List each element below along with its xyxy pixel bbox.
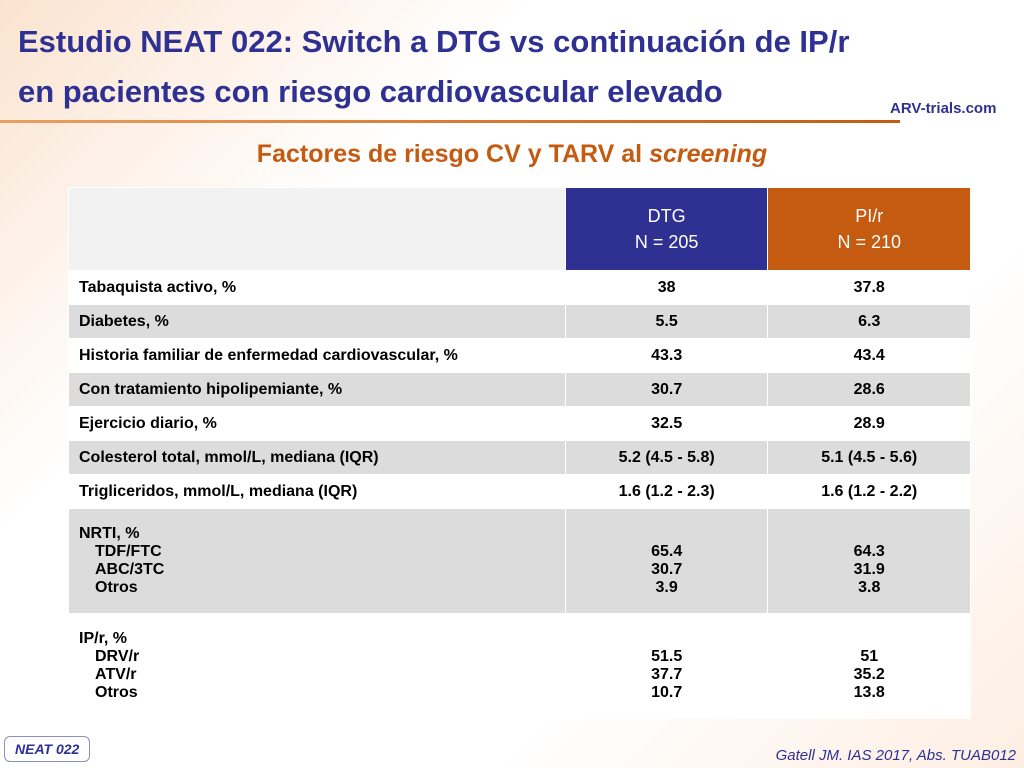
item-value: 10.7 — [651, 684, 683, 701]
item-value: 37.7 — [651, 666, 683, 683]
header-row: DTG N = 205 PI/r N = 210 — [68, 187, 971, 271]
row-label: Diabetes, % — [68, 304, 566, 339]
cell: 51 35.2 13.8 — [767, 613, 971, 719]
spacer — [778, 525, 960, 543]
table-row: Con tratamiento hipolipemiante, % 30.7 28.… — [68, 372, 971, 407]
citation: Gatell JM. IAS 2017, Abs. TUAB012 — [775, 747, 1016, 764]
table-row: Historia familiar de enfermedad cardiova… — [68, 338, 971, 373]
table-row: Ejercicio diario, % 32.5 28.9 — [68, 406, 971, 441]
header-cell — [68, 187, 566, 271]
item-value: 30.7 — [651, 561, 683, 578]
cell: 28.6 — [767, 372, 971, 407]
item-value: 51.5 — [651, 648, 683, 665]
item-label: Otros — [95, 684, 138, 701]
row-label: NRTI, % TDF/FTC ABC/3TC Otros — [68, 508, 566, 614]
item-value: 51 — [860, 648, 879, 665]
badge: NEAT 022 — [4, 736, 91, 762]
subtitle: Factores de riesgo CV y TARV al screenin… — [0, 140, 1024, 169]
cell: 32.5 — [564, 406, 769, 441]
row-label: Tabaquista activo, % — [68, 270, 566, 305]
cell: 43.4 — [767, 338, 971, 373]
cell: 28.9 — [767, 406, 971, 441]
divider — [0, 120, 900, 123]
row-label: Con tratamiento hipolipemiante, % — [68, 372, 566, 407]
column-name: PI/r — [855, 206, 884, 226]
spacer — [576, 525, 758, 543]
item-label: ATV/r — [95, 666, 137, 683]
cell: 5.5 — [564, 304, 769, 339]
table-row: Trigliceridos, mmol/L, mediana (IQR) 1.6 … — [68, 474, 971, 509]
subtitle-text: Factores de riesgo CV y TARV al — [256, 140, 643, 168]
cell: 6.3 — [767, 304, 971, 339]
item-value: 64.3 — [853, 543, 885, 560]
cell: 64.3 31.9 3.8 — [767, 508, 971, 614]
title: Estudio NEAT 022: Switch a DTG vs contin… — [18, 24, 850, 59]
cell: 30.7 — [564, 372, 769, 407]
cell: 43.3 — [564, 338, 769, 373]
cell: 5.1 (4.5 - 5.6) — [767, 440, 971, 475]
spacer — [778, 630, 960, 648]
table-row: IP/r, % DRV/r ATV/r Otros 51.5 37.7 10.7 51 35… — [68, 613, 971, 719]
item-value: 31.9 — [853, 561, 885, 578]
cell: 1.6 (1.2 - 2.2) — [767, 474, 971, 509]
column-header: PI/r N = 210 — [767, 187, 971, 271]
column-n: N = 205 — [634, 232, 699, 252]
row-label: Colesterol total, mmol/L, mediana (IQR) — [68, 440, 566, 475]
item-value: 65.4 — [651, 543, 683, 560]
column-n: N = 210 — [837, 232, 901, 252]
column-name: DTG — [647, 206, 686, 226]
row-label: IP/r, % DRV/r ATV/r Otros — [68, 613, 566, 719]
item-value: 13.8 — [853, 684, 885, 701]
item-value: 3.8 — [858, 579, 881, 596]
group-label: IP/r, % — [79, 630, 128, 647]
item-value: 35.2 — [853, 666, 885, 683]
column-header: DTG N = 205 — [564, 187, 769, 271]
row-label: Historia familiar de enfermedad cardiova… — [68, 338, 566, 373]
cell: 5.2 (4.5 - 5.8) — [564, 440, 769, 475]
table: DTG N = 205 PI/r N = 210 Tabaquista activo, … — [68, 187, 971, 719]
row-label: Trigliceridos, mmol/L, mediana (IQR) — [68, 474, 566, 509]
table-row: Colesterol total, mmol/L, mediana (IQR) 5… — [68, 440, 971, 475]
table-row: Diabetes, % 5.5 6.3 — [68, 304, 971, 339]
row-label: Ejercicio diario, % — [68, 406, 566, 441]
item-label: TDF/FTC — [95, 543, 162, 560]
cell: 1.6 (1.2 - 2.3) — [564, 474, 769, 509]
logo: ARV-trials.com — [890, 100, 997, 117]
cell: 37.8 — [767, 270, 971, 305]
cell: 51.5 37.7 10.7 — [564, 613, 769, 719]
spacer — [576, 630, 758, 648]
table-row: NRTI, % TDF/FTC ABC/3TC Otros 65.4 30.7 3.9 6… — [68, 508, 971, 614]
item-label: DRV/r — [95, 648, 140, 665]
group-label: NRTI, % — [79, 525, 140, 542]
subtitle-emphasis: screening — [649, 140, 768, 168]
item-label: ABC/3TC — [95, 561, 165, 578]
table-row: Tabaquista activo, % 38 37.8 — [68, 270, 971, 305]
item-label: Otros — [95, 579, 138, 596]
cell: 38 — [564, 270, 769, 305]
item-value: 3.9 — [655, 579, 678, 596]
title: en pacientes con riesgo cardiovascular e… — [18, 74, 723, 109]
cell: 65.4 30.7 3.9 — [564, 508, 769, 614]
